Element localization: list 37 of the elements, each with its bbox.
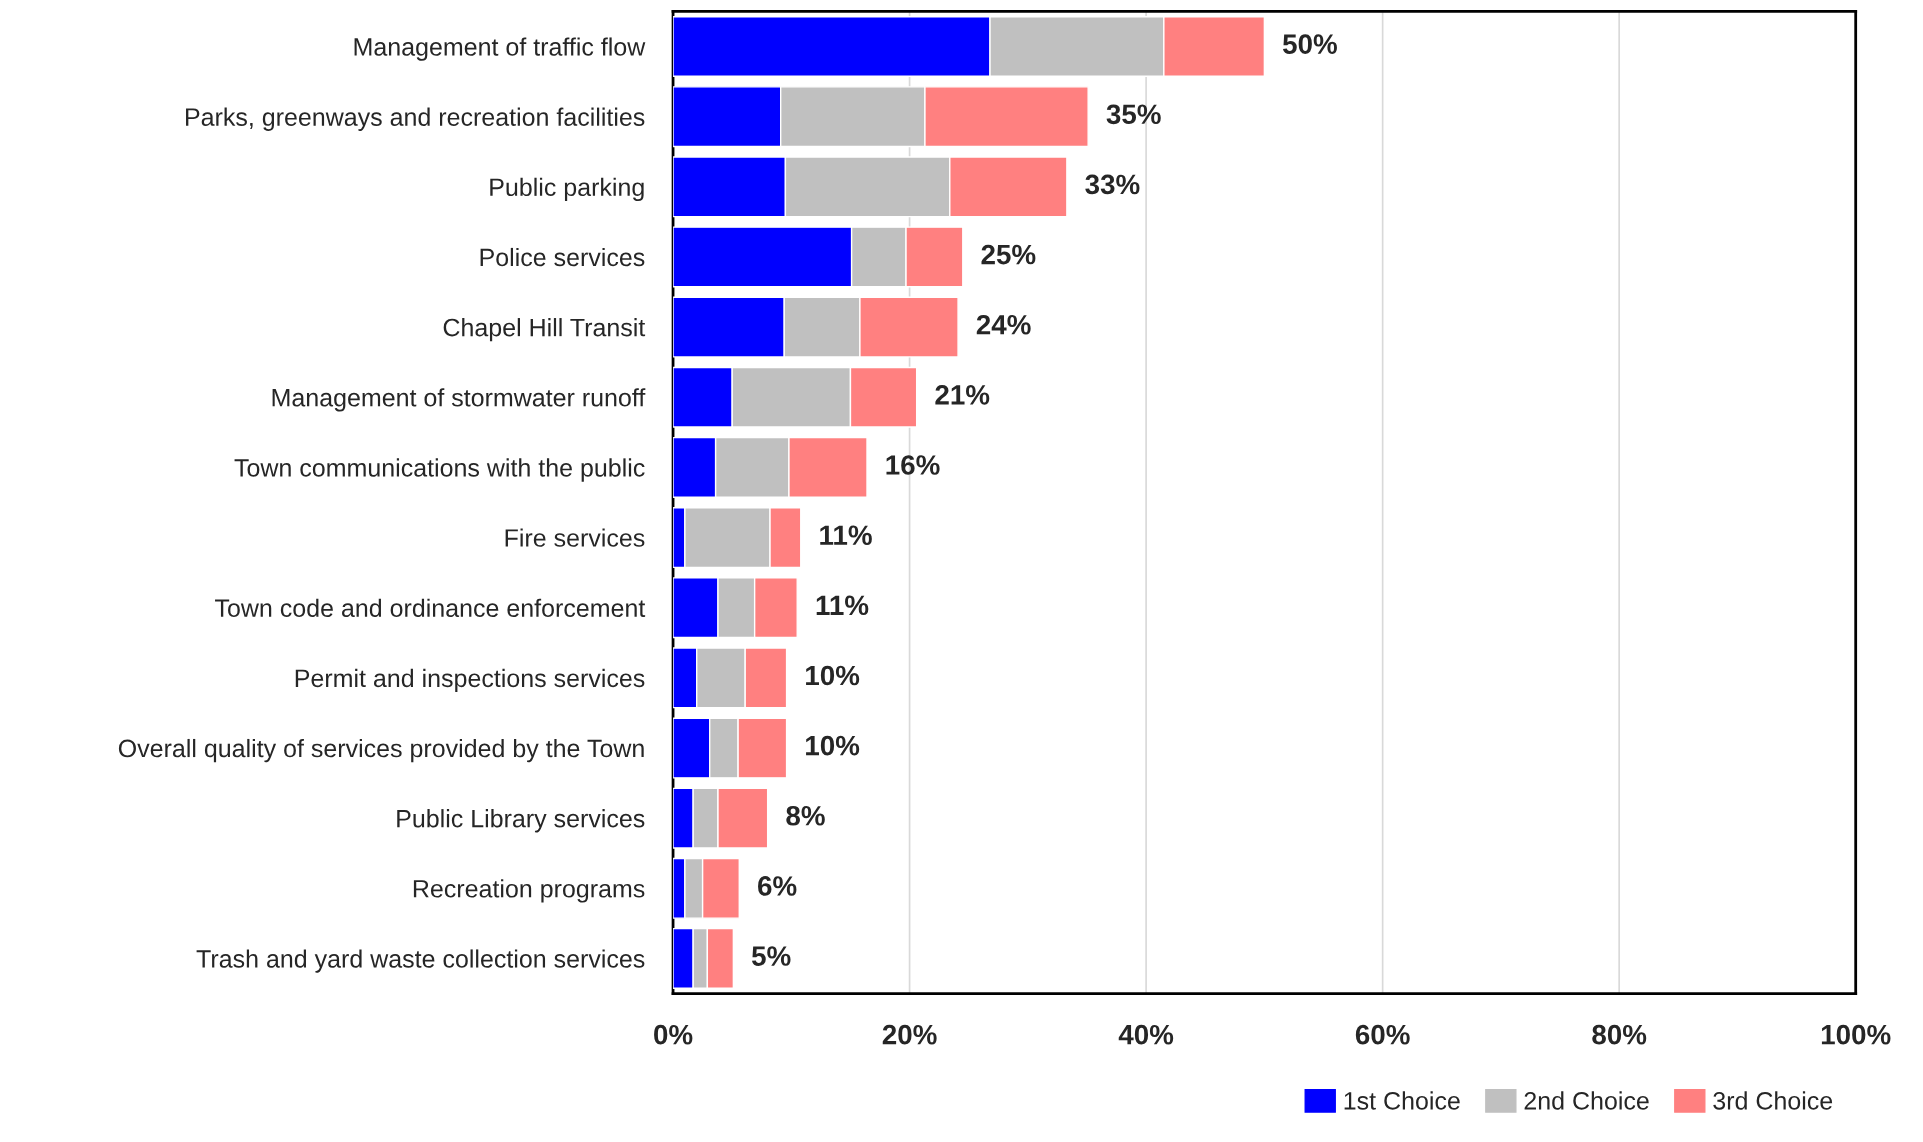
x-tick-label: 100% — [1821, 1024, 1891, 1045]
x-tick-label: 80% — [1592, 1024, 1647, 1045]
y-tick-label: Management of traffic flow — [354, 37, 646, 61]
total-label: 10% — [806, 665, 860, 686]
total-label: 21% — [935, 385, 990, 405]
y-tick-label: Town code and ordinance enforcement — [215, 598, 646, 618]
y-tick-label: Chapel Hill Transit — [443, 318, 646, 342]
y-tick-label: Trash and yard waste collection services — [196, 949, 645, 973]
total-label: 8% — [786, 805, 825, 826]
y-tick-label: Fire services — [505, 528, 645, 547]
total-label: 10% — [806, 735, 860, 756]
y-tick-label: Police services — [480, 247, 645, 267]
total-label: 5% — [751, 946, 791, 966]
x-tick-label: 0% — [654, 1024, 693, 1045]
y-tick-label: Public parking — [490, 177, 644, 202]
y-tick-label: Parks, greenways and recreation facilities — [186, 107, 645, 131]
total-label: 11% — [820, 525, 872, 545]
y-tick-label: Management of stormwater runoff — [272, 388, 646, 412]
y-tick-label: Town communications with the public — [234, 458, 645, 482]
y-tick-label: Overall quality of services provided by the Town — [118, 738, 644, 763]
x-tick-label: 20% — [882, 1024, 937, 1045]
total-label: 25% — [981, 244, 1036, 265]
y-tick-label: Recreation programs — [413, 879, 645, 903]
total-label: 35% — [1106, 104, 1161, 125]
total-label: 33% — [1085, 174, 1140, 195]
total-label: 16% — [886, 455, 940, 475]
y-tick-label: Permit and inspections services — [295, 668, 645, 693]
total-label: 6% — [758, 876, 797, 896]
total-label: 11% — [816, 595, 869, 616]
x-tick-label: 40% — [1118, 1024, 1174, 1045]
legend-label: 3rd Choice — [1713, 1091, 1833, 1110]
legend-label: 2nd Choice — [1524, 1091, 1649, 1110]
total-label: 24% — [976, 314, 1031, 335]
legend-label: 1st Choice — [1344, 1091, 1460, 1110]
total-label: 50% — [1282, 34, 1337, 54]
x-tick-label: 60% — [1355, 1024, 1410, 1045]
y-tick-label: Public Library services — [397, 809, 645, 833]
